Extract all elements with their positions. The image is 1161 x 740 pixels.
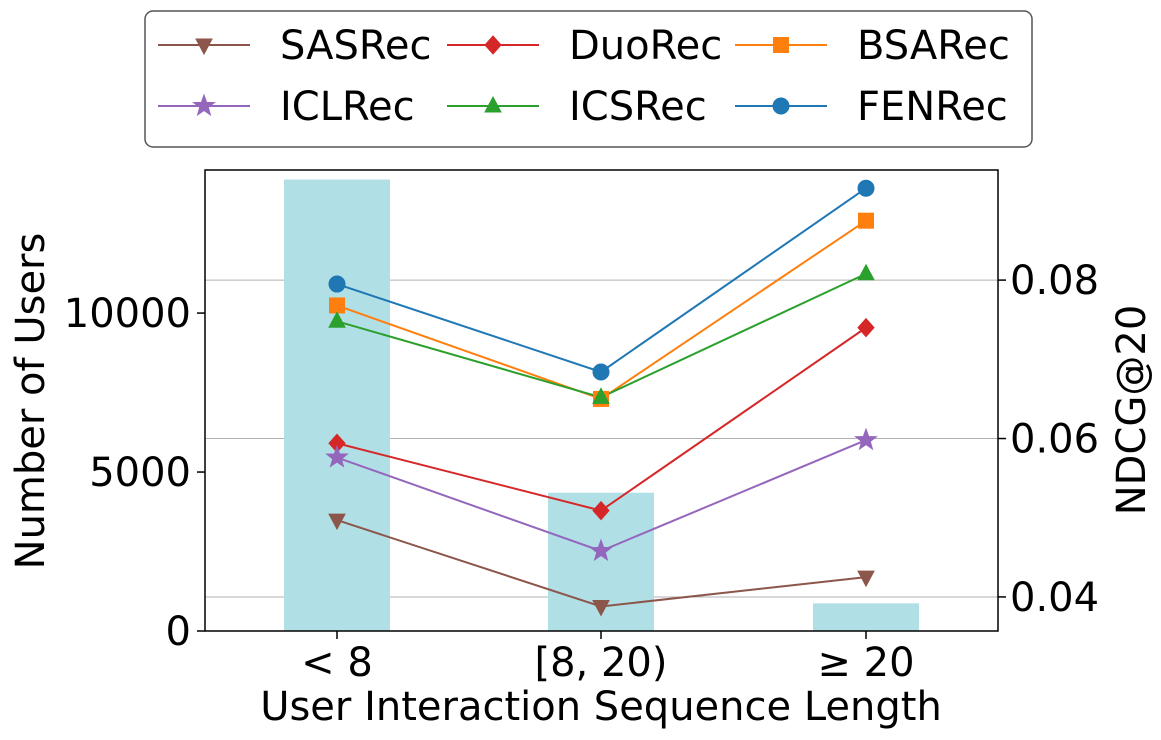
legend: SASRec DuoRec BSARec ICLRec ICSRec FENRec (144, 10, 1033, 148)
bars (284, 179, 919, 631)
data-point (857, 570, 875, 588)
data-point (592, 500, 610, 521)
data-point (328, 275, 346, 293)
data-point (328, 311, 346, 328)
bar (284, 179, 390, 631)
data-point (589, 538, 613, 562)
data-point (592, 599, 610, 617)
axes: 0 5000 10000 0.04 0.06 0.08 < 8 [8, 20) ≥ 20 (64, 258, 1099, 686)
left-tick-label: 10000 (64, 291, 191, 337)
data-point (592, 387, 610, 404)
left-axis-label: Number of Users (8, 233, 54, 570)
data-point (329, 297, 345, 314)
right-tick-label: 0.06 (1010, 417, 1099, 463)
data-point (857, 179, 875, 197)
series-markers (325, 179, 878, 617)
data-point (325, 445, 349, 468)
data-point (195, 38, 213, 56)
legend-label: ICLRec (280, 84, 415, 130)
data-point (857, 263, 875, 281)
right-axis-label: NDCG@20 (1109, 305, 1155, 516)
data-point (773, 37, 789, 53)
left-tick-label: 0 (166, 609, 191, 655)
x-tick-label: ≥ 20 (817, 640, 914, 686)
legend-label: DuoRec (569, 23, 722, 69)
data-point (858, 212, 874, 229)
data-point (328, 513, 346, 531)
legend-label: FENRec (857, 84, 1008, 130)
right-tick-label: 0.08 (1010, 258, 1099, 304)
x-tick-label: [8, 20) (535, 640, 668, 686)
x-tick-label: < 8 (301, 640, 373, 686)
legend-label: ICSRec (569, 84, 707, 130)
series-line (336, 326, 867, 512)
data-point (484, 95, 502, 113)
data-point (854, 427, 878, 451)
legend-label: SASRec (280, 23, 431, 69)
x-axis-label: User Interaction Sequence Length (260, 684, 942, 730)
left-tick-label: 5000 (89, 450, 191, 496)
bar (813, 603, 919, 631)
data-point (484, 35, 502, 55)
data-point (592, 363, 610, 381)
data-point (772, 97, 790, 115)
data-point (192, 93, 216, 117)
data-point (857, 317, 875, 338)
legend-label: BSARec (857, 23, 1010, 69)
right-tick-label: 0.04 (1010, 575, 1099, 621)
